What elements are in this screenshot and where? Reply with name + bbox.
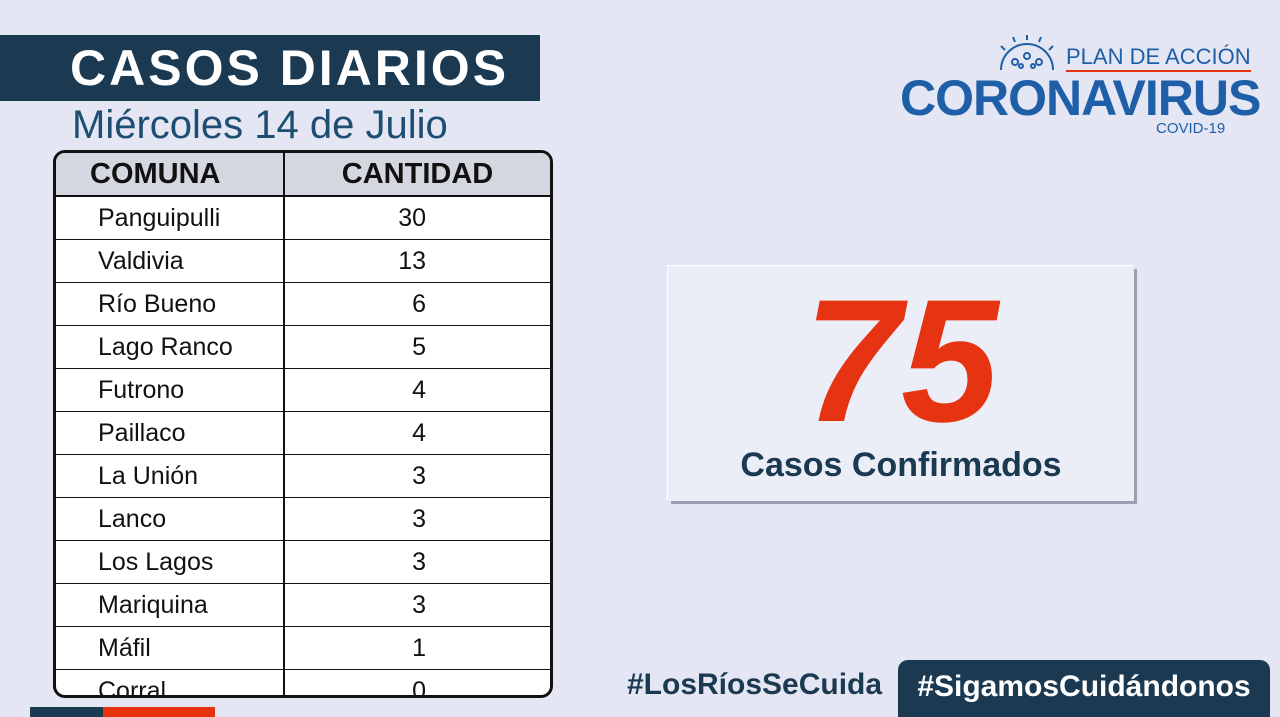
- logo-sub: COVID-19: [1156, 120, 1226, 137]
- total-value: 75: [803, 264, 999, 459]
- cell-count: 0: [284, 669, 550, 695]
- table-grid: COMUNA CANTIDAD Panguipulli 30 Valdivia 13 Rí…: [56, 153, 550, 695]
- column-header: COMUNA: [56, 153, 285, 197]
- cell-count: 3: [284, 583, 550, 627]
- cell-count: 6: [284, 282, 550, 326]
- table-row: Paillaco 4: [56, 411, 550, 455]
- table-row: Mariquina 3: [56, 583, 550, 627]
- cell-name: Panguipulli: [56, 196, 285, 240]
- logo-icon: [1000, 35, 1054, 71]
- table-row: Futrono 4: [56, 368, 550, 412]
- cell-name: Futrono: [56, 368, 285, 412]
- logo-main: CORONAVIRUS: [900, 70, 1261, 126]
- table-row: Río Bueno 6: [56, 282, 550, 326]
- cell-count: 13: [284, 239, 550, 283]
- hashtag: #LosRíosSeCuida: [627, 668, 883, 701]
- cell-count: 3: [284, 497, 550, 541]
- cell-name: Corral: [56, 669, 285, 695]
- table-row: Los Lagos 3: [56, 540, 550, 584]
- table-row: Valdivia 13: [56, 239, 550, 283]
- column-header: CANTIDAD: [284, 153, 550, 197]
- table-row: Corral 0: [56, 669, 550, 695]
- stripe: [30, 707, 103, 717]
- table-row: Lanco 3: [56, 497, 550, 541]
- cell-name: Lago Ranco: [56, 325, 285, 369]
- total-box: 75 Casos Confirmados: [668, 264, 1134, 501]
- cell-name: Los Lagos: [56, 540, 285, 584]
- cell-count: 1: [284, 626, 550, 670]
- cell-name: Lanco: [56, 497, 285, 541]
- table-row: Lago Ranco 5: [56, 325, 550, 369]
- date: Miércoles 14 de Julio: [72, 103, 448, 147]
- cell-count: 3: [284, 540, 550, 584]
- hashtag-box: #SigamosCuidándonos: [898, 660, 1270, 717]
- header-row: COMUNA CANTIDAD: [56, 153, 550, 197]
- title: CASOS DIARIOS: [70, 40, 510, 96]
- cell-count: 4: [284, 411, 550, 455]
- total-label: Casos Confirmados: [740, 446, 1062, 484]
- cell-count: 5: [284, 325, 550, 369]
- table-body: Panguipulli 30 Valdivia 13 Río Bueno 6 Lago Ra…: [56, 196, 550, 695]
- cell-count: 3: [284, 454, 550, 498]
- title-bar: [0, 35, 540, 101]
- logo-plan: PLAN DE ACCIÓN: [1066, 44, 1251, 72]
- cell-name: Máfil: [56, 626, 285, 670]
- hashtag: #SigamosCuidándonos: [917, 670, 1251, 703]
- table-row: Máfil 1: [56, 626, 550, 670]
- cell-name: Valdivia: [56, 239, 285, 283]
- table-row: Panguipulli 30: [56, 196, 550, 240]
- cell-name: La Unión: [56, 454, 285, 498]
- table-row: La Unión 3: [56, 454, 550, 498]
- cell-name: Paillaco: [56, 411, 285, 455]
- table: COMUNA CANTIDAD Panguipulli 30 Valdivia 13 Rí…: [53, 150, 553, 698]
- cell-count: 30: [398, 203, 426, 232]
- cell-name: Mariquina: [56, 583, 285, 627]
- cell-name: Río Bueno: [56, 282, 285, 326]
- cell-count: 4: [284, 368, 550, 412]
- stripe: [103, 707, 215, 717]
